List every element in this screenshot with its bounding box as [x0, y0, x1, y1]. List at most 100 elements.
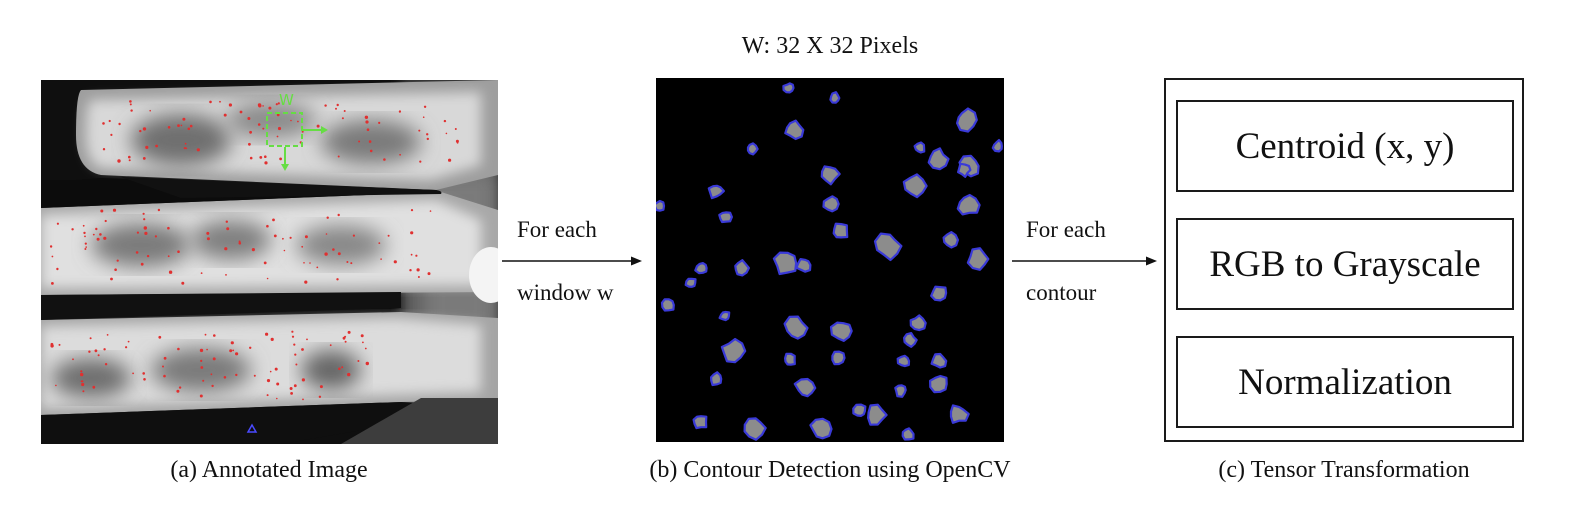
- annotation-dot: [347, 372, 351, 377]
- annotation-dot: [262, 127, 265, 130]
- annotation-dot: [455, 139, 459, 143]
- annotation-dot: [202, 379, 205, 382]
- annotation-dot: [82, 390, 85, 393]
- annotation-dot: [200, 359, 203, 362]
- annotation-dot: [95, 227, 98, 231]
- annotation-dot: [419, 160, 422, 163]
- annotation-dot: [347, 330, 351, 334]
- annotation-dot: [429, 210, 432, 212]
- arrow2: [1012, 256, 1157, 266]
- annotation-dot: [264, 161, 268, 165]
- gap: [41, 292, 401, 320]
- annotation-dot: [270, 337, 274, 341]
- contour-blob: [653, 199, 666, 212]
- annotation-dot: [85, 246, 87, 248]
- annotation-dot: [176, 389, 180, 393]
- annotation-dot: [378, 242, 381, 245]
- annotation-dot: [418, 129, 421, 132]
- annotation-dot: [303, 262, 305, 264]
- annotation-dot: [128, 155, 131, 159]
- annotation-dot: [184, 142, 187, 145]
- annotation-dot: [84, 242, 87, 245]
- annotation-dot: [251, 248, 255, 252]
- annotation-dot: [266, 277, 269, 280]
- contour-blob: [829, 321, 853, 342]
- annotation-dot: [301, 348, 304, 351]
- annotation-dot: [262, 105, 264, 107]
- annotation-dot: [200, 366, 204, 369]
- annotation-dot: [163, 374, 166, 378]
- annotation-dot: [99, 233, 102, 236]
- annotation-dot: [266, 394, 269, 397]
- contour-blob: [929, 374, 948, 394]
- contour-blob: [873, 232, 903, 262]
- annotation-dot: [257, 123, 261, 126]
- contour-blob: [783, 315, 809, 340]
- annotation-dot: [301, 245, 304, 248]
- dark-region: [91, 223, 191, 267]
- annotation-dot: [229, 349, 233, 353]
- annotation-dot: [142, 372, 145, 375]
- annotation-dot: [213, 334, 216, 337]
- annotation-dot: [247, 117, 251, 120]
- annotation-dot: [187, 127, 191, 131]
- annotation-dot: [83, 231, 86, 235]
- annotation-dot: [181, 281, 185, 285]
- annotation-dot: [336, 278, 339, 281]
- annotation-dot: [343, 110, 346, 112]
- annotation-dot: [259, 156, 263, 159]
- annotation-dot: [291, 330, 294, 333]
- annotation-dot: [199, 394, 203, 398]
- contour-blob: [684, 277, 697, 288]
- annotation-dot: [56, 267, 59, 271]
- annotation-dot: [264, 155, 267, 158]
- annotation-dot: [55, 384, 57, 387]
- caption-c: (c) Tensor Transformation: [1218, 457, 1470, 483]
- normalization-step: Normalization: [1176, 336, 1514, 428]
- annotation-dot: [337, 155, 340, 158]
- annotation-dot: [239, 110, 243, 114]
- contour-blob: [822, 195, 840, 213]
- contour-blob: [896, 354, 911, 368]
- contour-blob: [809, 417, 833, 440]
- contour-blob: [734, 259, 750, 277]
- contour-blob: [927, 147, 950, 171]
- annotation-dot: [248, 142, 251, 146]
- annotation-dot: [108, 119, 111, 123]
- annotation-dot: [143, 226, 147, 230]
- annotation-dot: [289, 236, 292, 239]
- annotation-dot: [209, 100, 212, 104]
- annotation-dot: [454, 128, 457, 130]
- annotation-dot: [301, 378, 305, 382]
- annotation-dot: [426, 137, 429, 141]
- annotation-dot: [362, 341, 364, 344]
- annotation-dot: [196, 148, 200, 152]
- annotation-dot: [342, 336, 346, 340]
- annotation-dot: [337, 213, 340, 217]
- annotation-dot: [410, 231, 414, 235]
- annotation-dot: [104, 219, 107, 223]
- annotation-dot: [365, 120, 369, 124]
- contour-blob: [894, 384, 907, 398]
- arrow1-label-top: For each: [517, 217, 597, 242]
- annotation-dot: [117, 159, 121, 163]
- contour-blob: [746, 142, 759, 156]
- annotation-dot: [290, 119, 292, 122]
- annotated-image-canvas: W: [41, 80, 513, 444]
- annotation-dot: [387, 234, 390, 237]
- annotation-dot: [383, 158, 386, 161]
- annotation-dot: [325, 233, 328, 235]
- annotation-dot: [294, 353, 297, 356]
- contour-blob: [957, 162, 972, 178]
- annotation-dot: [72, 358, 74, 361]
- annotation-dot: [265, 332, 269, 336]
- contour-blob: [901, 427, 915, 441]
- annotation-dot: [423, 105, 427, 108]
- contour-blob: [795, 258, 812, 273]
- annotation-dot: [410, 253, 413, 256]
- gap: [341, 398, 498, 444]
- annotation-dot: [358, 140, 361, 143]
- contour-blob: [707, 184, 725, 200]
- annotation-dot: [154, 235, 157, 238]
- caption-b: (b) Contour Detection using OpenCV: [649, 457, 1011, 483]
